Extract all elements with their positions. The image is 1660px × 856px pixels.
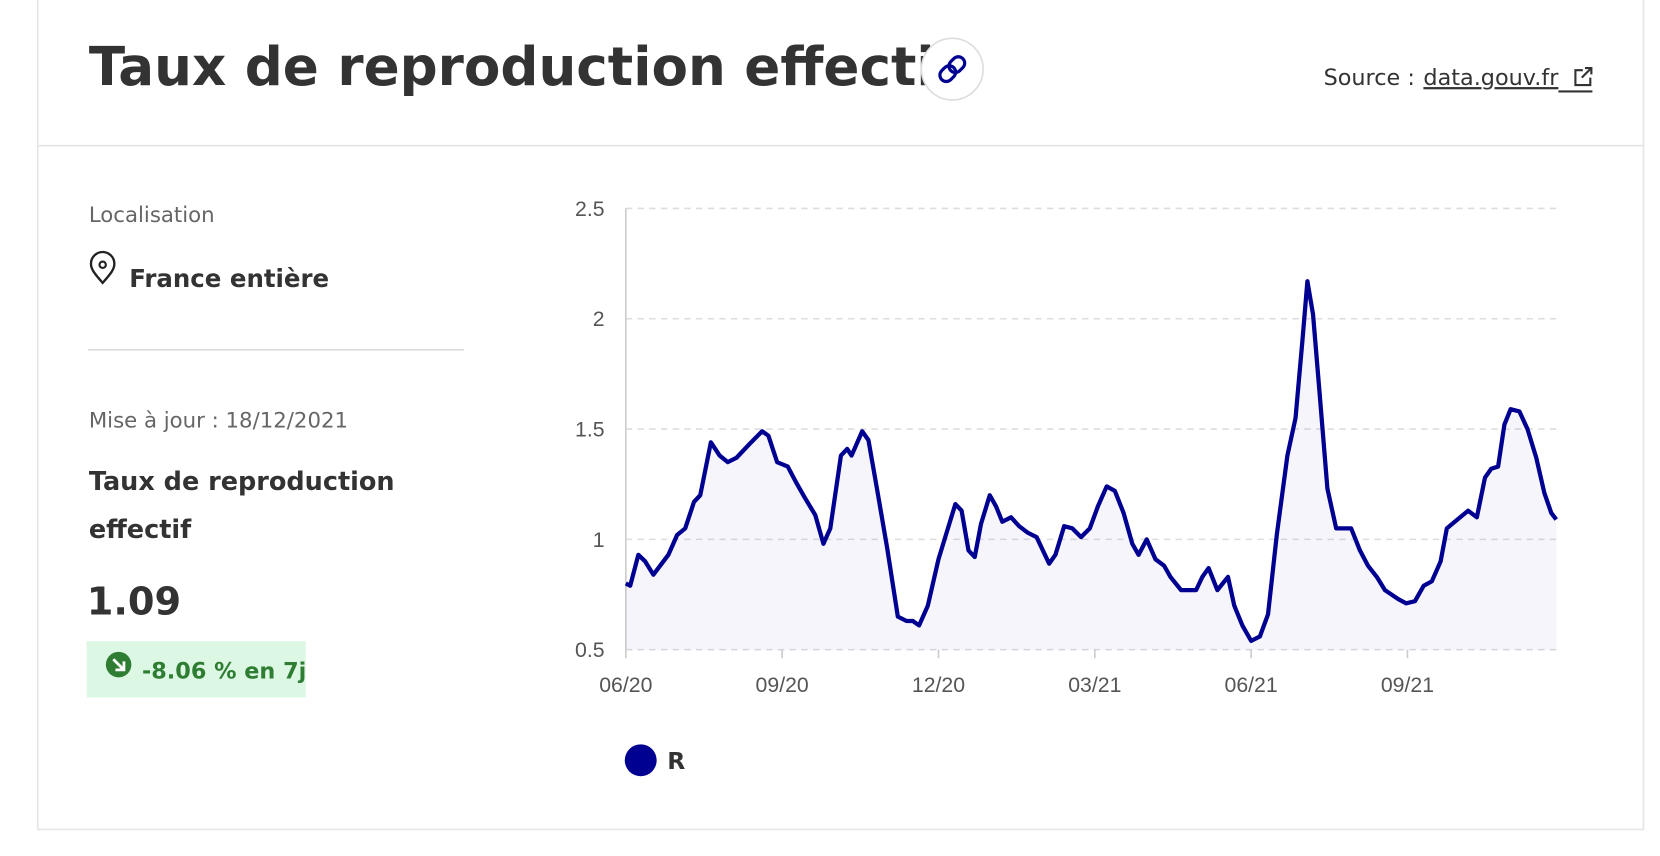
indicator-value: 1.09 <box>87 580 181 625</box>
x-tick-label: 09/20 <box>756 673 809 697</box>
source-link[interactable]: data.gouv.fr <box>1423 65 1559 91</box>
y-tick-label: 2 <box>593 307 605 331</box>
y-tick-label: 1.5 <box>575 418 605 442</box>
change: -8.06 % en 7j <box>142 658 306 684</box>
x-tick-label: 12/20 <box>912 673 965 697</box>
location-label: Localisation <box>89 203 215 228</box>
source-label: Source : <box>1324 65 1415 91</box>
pin-dot <box>98 260 107 270</box>
location: France entière <box>129 264 329 293</box>
down-arrow-icon <box>105 651 132 678</box>
legend-marker <box>624 744 657 777</box>
line <box>624 279 1558 644</box>
legend-label: R <box>667 747 685 775</box>
source: Source : data.gouv.fr <box>1324 65 1560 91</box>
title: Taux de reproduction effectif <box>89 36 959 98</box>
x-tick-label: 03/21 <box>1068 673 1121 697</box>
x-tick-label: 06/21 <box>1225 673 1278 697</box>
updated: Mise à jour : 18/12/2021 <box>89 408 348 433</box>
area <box>625 281 1557 650</box>
x-tick-label: 06/20 <box>599 673 652 697</box>
indicator-title: Taux de reproduction <box>89 467 395 497</box>
pin-icon <box>89 250 116 285</box>
link-button[interactable] <box>920 37 984 101</box>
y-tick-label: 0.5 <box>575 638 605 662</box>
chart: 0.5 1 1.5 2 2.5 06/20 09/20 12/20 03/21 06/21 09/2… <box>575 197 1558 777</box>
x-tick-label: 09/21 <box>1381 673 1434 697</box>
external-icon <box>1558 66 1593 93</box>
indicator-title: effectif <box>89 515 192 545</box>
y-tick-label: 1 <box>593 528 605 552</box>
y-tick-label: 2.5 <box>575 197 605 221</box>
